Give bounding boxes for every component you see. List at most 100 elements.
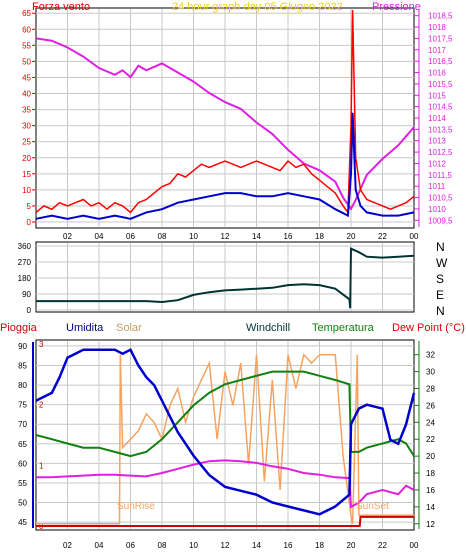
y-tick-label: 1017,5 [428,34,453,43]
y-tick-label: 1018 [428,23,446,32]
x-tick-label: 10 [189,232,198,241]
compass-label: S [436,272,444,286]
x-tick-label: 12 [221,232,230,241]
wind-axis-label: Forza vento [32,1,90,13]
solar-line [36,353,414,525]
x-tick-label: 20 [347,232,356,241]
y-tick-label: 1009,5 [428,216,453,225]
y-tick-label: 1012 [428,159,446,168]
y-tick-label: 1011,5 [428,171,452,180]
x-tick-label: 16 [284,541,293,550]
y-tick-label: 25 [22,138,31,147]
y-tick-label: 60 [18,459,27,468]
temp-legend: Pioggia Umidita Solar Windchill Temperatura D… [0,322,465,334]
y-tick-label: 90 [22,290,31,299]
rain-tick-label: 2 [39,401,44,410]
x-tick-label: 18 [315,232,324,241]
pressure-y-ticks: 1009,5 1010 1010,5 1011 1011,5 1012 1012,5 1013… [414,9,453,227]
x-tick-label: 10 [189,541,198,550]
compass-label: N [436,240,445,254]
dewpoint-line [36,459,415,509]
x-tick-label: 14 [252,541,261,550]
rain-tick-label: 3 [39,340,44,349]
legend-item: Umidita [66,322,104,334]
x-tick-label: 16 [284,232,293,241]
y-tick-label: 1013,5 [428,125,453,134]
rain-tick-label: 1 [39,461,44,470]
temperature-y-ticks: 12 14 16 18 20 22 24 26 28 30 32 [414,341,435,529]
y-tick-label: 35 [22,106,31,115]
x-tick-label: 20 [347,541,356,550]
compass-label: N [436,304,445,318]
wind-pressure-panel: Forza vento 24 hour graph day 05 Giugno … [22,1,453,241]
temp-x-ticks: 02 04 06 08 10 12 14 16 18 20 22 00 [63,541,419,550]
y-tick-label: 14 [426,503,435,512]
pressure-axis-label: Pressione [372,1,421,13]
y-tick-label: 32 [426,351,435,360]
y-tick-label: 0 [27,218,32,227]
wind-chart-title: 24 hour graph day 05 Giugno 2022 [172,1,343,13]
x-tick-label: 22 [378,232,387,241]
y-tick-label: 45 [22,73,31,82]
humidity-line [35,348,416,516]
x-tick-label: 04 [95,232,104,241]
legend-item: Dew Point (°C) [392,322,465,334]
y-tick-label: 50 [18,499,27,508]
x-tick-label: 02 [63,232,72,241]
y-tick-label: 12 [426,520,435,529]
y-tick-label: 60 [22,25,31,34]
legend-item: Pioggia [0,322,38,334]
legend-item: Temperatura [312,322,375,334]
y-tick-label: 180 [18,274,32,283]
y-tick-label: 5 [27,202,32,211]
x-tick-label: 06 [126,541,135,550]
direction-y-ticks: 0 90 180 270 360 [18,242,32,315]
y-tick-label: 1015,5 [428,80,453,89]
sunrise-label: SunRise [117,501,155,512]
x-tick-label: 08 [158,232,167,241]
y-tick-label: 270 [18,258,32,267]
y-tick-label: 360 [18,242,32,251]
y-tick-label: 1016,5 [428,57,453,66]
y-tick-label: 1015 [428,91,446,100]
y-tick-label: 70 [18,420,27,429]
y-tick-label: 75 [18,401,27,410]
temperature-line [35,370,415,458]
y-tick-label: 65 [22,9,31,18]
y-tick-label: 24 [426,418,435,427]
x-tick-label: 02 [63,541,72,550]
y-tick-label: 20 [22,154,31,163]
y-tick-label: 1018,5 [428,12,453,21]
y-tick-label: 80 [18,381,27,390]
y-tick-label: 0 [27,306,32,315]
x-tick-label: 22 [378,541,387,550]
y-tick-label: 10 [22,186,31,195]
wind-average-line [35,112,415,220]
y-tick-label: 50 [22,57,31,66]
legend-item: Windchill [246,322,290,334]
y-tick-label: 40 [22,90,31,99]
x-tick-label: 00 [410,232,419,241]
rain-line [36,515,414,527]
wind-gust-line [35,9,415,215]
x-tick-label: 14 [252,232,261,241]
wind-direction-line [36,247,415,309]
compass-label: E [436,288,444,302]
y-tick-label: 1017 [428,46,446,55]
y-tick-label: 18 [426,469,435,478]
y-tick-label: 26 [426,401,435,410]
legend-item: Solar [116,322,142,334]
y-tick-label: 15 [22,170,31,179]
x-tick-label: 08 [158,541,167,550]
y-tick-label: 1014,5 [428,103,453,112]
temp-humidity-panel: Pioggia Umidita Solar Windchill Temperatura D… [0,322,465,550]
sunset-label: SunSet [356,501,389,512]
y-tick-label: 20 [426,452,435,461]
y-tick-label: 1016 [428,69,446,78]
wind-y-ticks: 0 5 10 15 20 25 30 35 40 45 50 55 60 65 [22,9,36,227]
y-tick-label: 65 [18,440,27,449]
x-tick-label: 06 [126,232,135,241]
x-tick-label: 04 [95,541,104,550]
